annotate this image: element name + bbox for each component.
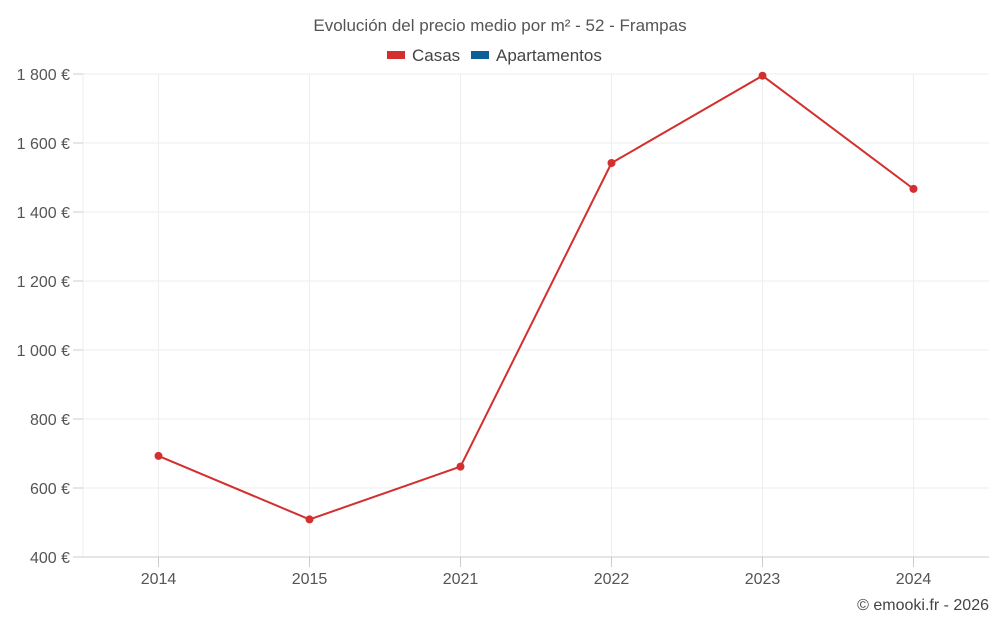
y-tick-label: 1 400 € [17, 205, 70, 222]
y-tick-label: 1 200 € [17, 274, 70, 291]
data-point-casas[interactable] [758, 71, 767, 80]
data-point-casas[interactable] [456, 462, 465, 471]
legend-item-apartamentos[interactable]: Apartamentos [471, 46, 602, 65]
y-tick-label: 600 € [30, 481, 70, 498]
x-tick-label: 2024 [896, 571, 932, 588]
chart-title: Evolución del precio medio por m² - 52 -… [313, 16, 686, 35]
x-tick-label: 2021 [443, 571, 479, 588]
x-tick-label: 2022 [594, 571, 630, 588]
y-tick-label: 400 € [30, 550, 70, 567]
credit-text: © emooki.fr - 2026 [857, 597, 989, 614]
y-tick-label: 800 € [30, 412, 70, 429]
data-point-casas[interactable] [154, 451, 163, 460]
gridlines [82, 73, 989, 558]
data-point-casas[interactable] [607, 159, 616, 168]
y-tick-label: 1 800 € [17, 67, 70, 84]
x-tick-label: 2015 [292, 571, 328, 588]
data-point-casas[interactable] [305, 515, 314, 524]
series-line-casas [158, 74, 915, 521]
y-tick-label: 1 600 € [17, 136, 70, 153]
series-layer [154, 71, 918, 524]
legend-swatch-apartamentos [471, 51, 489, 59]
legend-item-casas[interactable]: Casas [387, 46, 460, 65]
legend: Casas Apartamentos [387, 46, 602, 65]
data-point-casas[interactable] [909, 184, 918, 193]
legend-label-casas: Casas [412, 46, 460, 65]
x-tick-label: 2014 [141, 571, 177, 588]
legend-label-apartamentos: Apartamentos [496, 46, 602, 65]
legend-swatch-casas [387, 51, 405, 59]
x-axis-ticks: 2014 2015 2021 2022 2023 2024 [141, 557, 932, 588]
y-tick-label: 1 000 € [17, 343, 70, 360]
x-tick-label: 2023 [745, 571, 781, 588]
y-axis-ticks: 400 € 600 € 800 € 1 000 € 1 200 € 1 400 € 1 60… [17, 67, 83, 567]
